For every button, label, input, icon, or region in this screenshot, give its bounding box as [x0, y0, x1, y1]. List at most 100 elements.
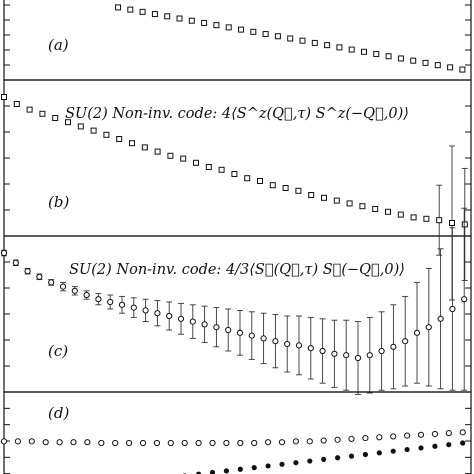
data-point — [354, 354, 362, 362]
data-point — [238, 26, 244, 33]
data-point — [437, 315, 444, 322]
data-point — [236, 329, 244, 336]
data-point — [83, 291, 90, 299]
data-point — [98, 439, 105, 447]
data-point — [14, 438, 21, 445]
data-point — [127, 6, 134, 13]
data-point — [390, 448, 396, 454]
data-point — [278, 439, 286, 446]
data-point — [48, 279, 55, 286]
title-formula: 4/3⟨S⃗(Q⃗,τ) S⃗(−Q⃗,0)⟩ — [225, 262, 405, 278]
data-point — [287, 35, 294, 42]
data-point — [130, 304, 137, 311]
data-point — [52, 115, 59, 121]
panel-frame — [3, 235, 472, 393]
data-point — [223, 468, 229, 474]
data-point — [262, 31, 269, 38]
data-point — [65, 119, 71, 126]
data-point — [320, 437, 327, 444]
data-point — [260, 335, 267, 342]
data-point — [306, 438, 313, 445]
data-point — [390, 433, 397, 440]
data-point — [425, 324, 432, 331]
data-point — [181, 439, 188, 447]
data-point — [410, 57, 417, 64]
panel-frame — [3, 0, 472, 81]
data-point — [218, 166, 225, 173]
data-point — [348, 435, 355, 442]
data-point — [115, 4, 121, 11]
data-point — [434, 62, 441, 69]
data-point — [343, 352, 350, 359]
data-point — [167, 152, 174, 159]
data-point — [237, 466, 243, 472]
data-point — [378, 347, 385, 355]
data-point — [319, 347, 326, 355]
data-point — [201, 19, 208, 26]
data-point — [449, 305, 456, 313]
data-point — [180, 155, 187, 162]
data-point — [251, 439, 258, 447]
data-point — [459, 66, 466, 73]
data-point — [293, 460, 299, 466]
data-point — [362, 451, 368, 458]
title-formula: 4⟨S^z(Q⃗,τ) S^z(−Q⃗,0)⟩ — [221, 106, 409, 122]
data-point — [376, 450, 382, 456]
data-point — [311, 39, 318, 46]
data-point — [257, 178, 263, 184]
data-point — [42, 439, 49, 446]
data-point — [274, 33, 281, 40]
data-point — [154, 148, 161, 155]
data-point — [359, 203, 366, 210]
data-point — [307, 458, 313, 464]
data-point — [118, 301, 126, 308]
data-point — [447, 64, 454, 71]
data-point — [445, 430, 452, 437]
data-point — [423, 215, 430, 222]
data-point — [436, 217, 443, 224]
data-point — [299, 37, 306, 44]
data-point — [177, 315, 185, 322]
data-point — [139, 439, 147, 447]
data-point — [418, 445, 424, 451]
data-point — [404, 432, 411, 439]
data-point — [26, 106, 33, 113]
data-point — [0, 249, 8, 257]
data-point — [417, 431, 425, 438]
data-point — [251, 465, 257, 471]
data-point — [1, 94, 7, 100]
data-point — [248, 332, 255, 339]
data-point — [39, 110, 46, 117]
data-point — [269, 182, 276, 189]
data-point — [195, 439, 202, 447]
data-point — [189, 318, 196, 325]
data-point — [141, 144, 148, 151]
data-point — [70, 439, 77, 446]
data-point — [321, 456, 327, 462]
data-point — [449, 220, 455, 226]
data-point — [333, 197, 340, 204]
data-point — [295, 342, 303, 349]
data-point — [225, 24, 232, 31]
data-point — [116, 136, 123, 142]
data-point — [431, 430, 438, 438]
data-point — [460, 440, 466, 446]
data-point — [334, 436, 341, 443]
data-point — [209, 469, 216, 474]
data-point — [193, 159, 199, 166]
data-point — [166, 312, 173, 320]
data-point — [201, 321, 208, 328]
data-point — [0, 438, 8, 445]
data-point — [385, 208, 391, 215]
data-point — [223, 439, 230, 447]
data-point — [90, 127, 97, 134]
data-point — [265, 439, 272, 446]
data-point — [459, 429, 466, 436]
data-point — [71, 287, 78, 294]
data-point — [348, 453, 355, 459]
data-point — [346, 200, 353, 207]
data-point — [282, 185, 289, 191]
data-point — [390, 343, 397, 350]
data-point — [244, 175, 251, 182]
